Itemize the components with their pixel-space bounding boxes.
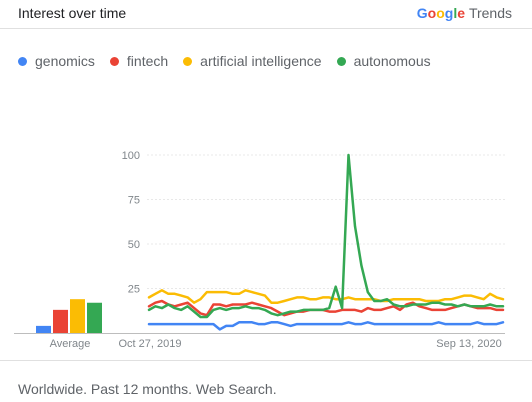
legend-label: fintech [126,53,169,69]
average-bar-autonomous [87,302,102,333]
legend-dot-icon [18,56,27,66]
legend-item-autonomous[interactable]: autonomous [336,53,431,69]
footer-note: Worldwide. Past 12 months. Web Search. [18,381,277,397]
y-tick-label: 100 [122,150,140,162]
legend-label: genomics [35,53,95,69]
header: Interest over time Google Trends [0,0,532,28]
y-tick-label: 50 [128,239,140,251]
chart-title: Interest over time [18,5,127,21]
average-bar-genomics [36,325,51,333]
series-line-genomics [147,321,505,331]
footer-divider [0,360,532,361]
x-tick-label-end: Sep 13, 2020 [436,338,501,350]
y-tick-label: 25 [128,284,140,296]
legend-item-fintech[interactable]: fintech [109,53,169,69]
average-bar-fintech [53,309,68,333]
brand-google: Google [416,5,466,21]
google-trends-logo[interactable]: Google Trends [417,5,512,21]
legend-dot-icon [109,56,119,66]
legend-item-artificial-intelligence[interactable]: artificial intelligence [183,53,322,69]
legend-dot-icon [336,56,346,66]
average-label: Average [50,338,91,350]
x-tick-label-start: Oct 27, 2019 [119,338,182,350]
series-line-fintech [147,299,505,317]
y-tick-label: 75 [128,195,140,207]
legend-dot-icon [183,56,193,66]
header-divider [0,28,532,29]
brand-trends: Trends [468,5,512,21]
series-line-autonomous [147,153,505,319]
legend-item-genomics[interactable]: genomics [18,53,95,69]
series-line-artificial-intelligence [147,289,505,304]
legend-label: artificial intelligence [200,53,322,69]
legend: genomics fintech artificial intelligence… [18,52,446,70]
average-bar-artificial-intelligence [70,299,85,333]
legend-label: autonomous [353,53,431,69]
